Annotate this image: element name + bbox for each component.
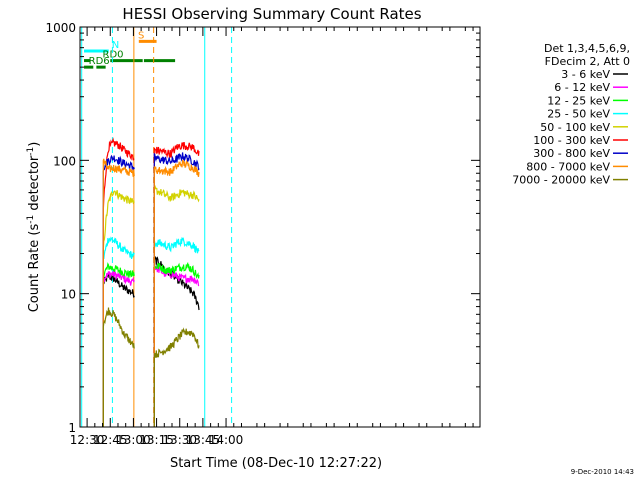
series-line <box>102 270 135 427</box>
series-line <box>153 142 200 427</box>
series-lines <box>102 137 200 427</box>
y-axis-label-main: Count Rate (s <box>27 224 42 313</box>
legend-entry-label: 100 - 300 keV <box>533 134 610 147</box>
y-axis-label-end: ) <box>27 142 42 147</box>
x-tick-label: 13:00 <box>116 433 151 447</box>
y-tick-label: 1 <box>68 421 76 435</box>
y-axis-label-sup2: -1 <box>26 147 36 156</box>
x-tick-label: 13:45 <box>186 433 221 447</box>
series-line <box>102 158 135 427</box>
series-line <box>153 255 200 427</box>
flag-label-rd6: RD6 <box>89 56 110 67</box>
flag-label-s: S <box>138 30 144 41</box>
time-markers <box>81 27 233 427</box>
chart-title: HESSI Observing Summary Count Rates <box>122 5 421 23</box>
y-tick-label: 10 <box>61 288 76 302</box>
series-line <box>153 159 200 427</box>
legend-entry-label: 12 - 25 keV <box>547 94 610 107</box>
series-line <box>153 152 200 427</box>
axis-ticks: 1 10 100 1000 12:3012:4513:0013:1513:3013:45… <box>45 21 480 447</box>
series-line <box>153 327 200 427</box>
legend-entry-label: 50 - 100 keV <box>540 121 610 134</box>
series-line <box>102 137 135 427</box>
series-line <box>153 264 200 427</box>
x-tick-label: 12:45 <box>93 433 128 447</box>
y-tick-label: 100 <box>53 154 76 168</box>
x-tick-label: 14:00 <box>209 433 244 447</box>
legend-entry-label: 7000 - 20000 keV <box>512 174 610 187</box>
footer-timestamp: 9-Dec-2010 14:43 <box>571 468 634 476</box>
series-line <box>102 307 135 427</box>
series-line <box>153 236 200 427</box>
series-line <box>153 261 200 427</box>
legend-header-line: Det 1,3,4,5,6,9, <box>544 42 630 55</box>
x-tick-label: 13:30 <box>162 433 197 447</box>
series-line <box>102 262 135 427</box>
series-line <box>102 190 135 427</box>
series-line <box>102 154 135 427</box>
series-line <box>102 273 135 427</box>
legend-entry-label: 25 - 50 keV <box>547 108 610 121</box>
legend-entry-label: 300 - 800 keV <box>533 147 610 160</box>
x-tick-label: 12:30 <box>70 433 105 447</box>
y-axis-label-sup1: -1 <box>26 215 36 224</box>
flag-label-rd0: RD0 <box>103 50 124 61</box>
legend: Det 1,3,4,5,6,9,FDecim 2, Att 03 - 6 keV… <box>512 42 630 187</box>
flag-label-n: N <box>112 40 119 51</box>
y-axis-label-mid: detector <box>27 155 42 215</box>
legend-entry-label: 3 - 6 keV <box>561 68 610 81</box>
legend-header-line: FDecim 2, Att 0 <box>545 55 630 68</box>
series-line <box>102 236 135 427</box>
x-tick-label: 13:15 <box>139 433 174 447</box>
legend-entry-label: 800 - 7000 keV <box>526 160 610 173</box>
y-axis-label: Count Rate (s-1 detector-1) <box>26 142 42 313</box>
series-line <box>153 184 200 427</box>
x-axis-label: Start Time (08-Dec-10 12:27:22) <box>170 456 382 471</box>
plot-frame <box>79 26 481 428</box>
legend-entry-label: 6 - 12 keV <box>554 81 610 94</box>
y-tick-label: 1000 <box>45 21 76 35</box>
